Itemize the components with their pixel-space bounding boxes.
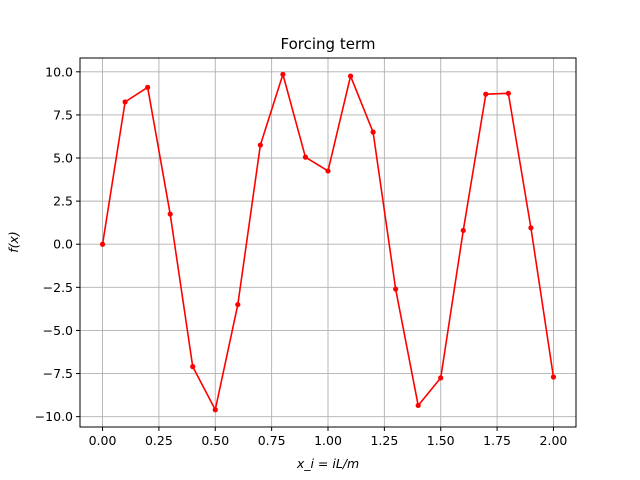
data-point bbox=[483, 91, 489, 97]
y-tick-label: −2.5 bbox=[43, 280, 73, 295]
data-point bbox=[505, 90, 511, 96]
data-point bbox=[393, 286, 399, 292]
x-ticks: 0.00 0.25 0.50 0.75 1.00 1.25 1.50 1.75 2.00 bbox=[89, 427, 568, 448]
data-point bbox=[145, 84, 151, 90]
data-point bbox=[528, 225, 534, 231]
x-tick-label: 1.00 bbox=[314, 433, 342, 448]
data-point bbox=[190, 364, 196, 370]
y-tick-label: 2.5 bbox=[53, 194, 73, 209]
data-point bbox=[99, 241, 106, 247]
x-tick-label: 2.00 bbox=[540, 433, 568, 448]
x-tick-label: 0.75 bbox=[258, 433, 286, 448]
y-tick-label: 5.0 bbox=[53, 151, 73, 166]
data-point bbox=[212, 407, 218, 413]
y-tick-label: −10.0 bbox=[35, 409, 73, 424]
x-tick-label: 0.00 bbox=[89, 433, 117, 448]
x-tick-label: 1.75 bbox=[483, 433, 511, 448]
y-tick-label: 10.0 bbox=[45, 64, 73, 79]
series-layer bbox=[99, 71, 557, 413]
y-tick-label: −5.0 bbox=[43, 323, 73, 338]
data-point bbox=[167, 211, 173, 217]
y-tick-label: −7.5 bbox=[43, 366, 73, 381]
data-point bbox=[257, 142, 263, 148]
chart-title: Forcing term bbox=[281, 35, 376, 53]
data-point bbox=[415, 402, 421, 409]
grid-x bbox=[102, 58, 554, 427]
x-axis-label-text: x_i = iL/m bbox=[296, 456, 359, 471]
x-tick-label: 0.50 bbox=[201, 433, 229, 448]
data-point bbox=[347, 73, 354, 79]
data-point bbox=[438, 375, 444, 381]
x-tick-label: 1.25 bbox=[370, 433, 398, 448]
y-ticks: −10.0 −7.5 −5.0 −2.5 0.0 2.5 5.0 7.5 10.0 bbox=[35, 64, 80, 424]
y-axis-label: f(x) bbox=[6, 231, 21, 253]
data-point bbox=[302, 154, 309, 160]
x-tick-label: 0.25 bbox=[145, 433, 173, 448]
y-tick-label: 0.0 bbox=[53, 237, 73, 252]
x-tick-label: 1.50 bbox=[427, 433, 455, 448]
data-point bbox=[370, 129, 376, 135]
data-point bbox=[122, 99, 128, 105]
data-point bbox=[280, 71, 286, 77]
data-point bbox=[235, 301, 241, 308]
data-point bbox=[550, 374, 557, 380]
x-axis-label: x_i = iL/m bbox=[296, 456, 359, 471]
y-tick-label: 7.5 bbox=[53, 107, 73, 122]
data-point bbox=[325, 168, 331, 174]
grid-y bbox=[80, 71, 576, 418]
data-point bbox=[460, 227, 466, 234]
